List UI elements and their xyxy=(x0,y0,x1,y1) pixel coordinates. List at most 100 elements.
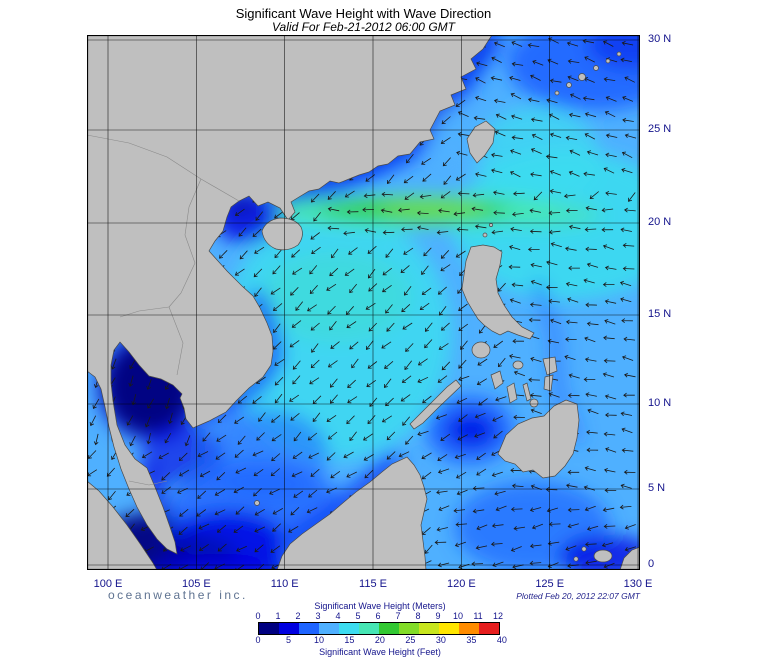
wave-direction-arrow xyxy=(568,224,581,230)
meters-tick: 8 xyxy=(415,611,421,621)
wave-direction-arrow xyxy=(308,452,319,459)
wave-direction-arrow xyxy=(510,546,522,552)
wave-direction-arrow xyxy=(363,193,376,199)
wave-direction-arrow xyxy=(529,507,542,512)
lon-tick-label: 100 E xyxy=(93,578,123,590)
wave-direction-arrow xyxy=(602,244,615,250)
wave-direction-arrow xyxy=(385,304,393,314)
wave-direction-arrow xyxy=(565,319,578,325)
wave-direction-arrow xyxy=(585,541,597,547)
wave-direction-arrow xyxy=(403,175,414,184)
wave-direction-arrow xyxy=(585,205,598,211)
wave-direction-arrow xyxy=(234,208,245,216)
colorbar-segment xyxy=(419,623,439,634)
wave-direction-arrow xyxy=(307,432,318,441)
wave-direction-arrow xyxy=(565,208,578,214)
wave-direction-arrow xyxy=(493,430,503,439)
wave-direction-arrow xyxy=(111,358,117,370)
wave-direction-arrow xyxy=(161,486,172,494)
wave-direction-arrow xyxy=(491,152,503,158)
wave-direction-arrow xyxy=(476,378,488,386)
wave-direction-arrow xyxy=(546,260,558,266)
wave-direction-arrow xyxy=(217,414,227,423)
lat-tick-label: 30 N xyxy=(648,33,672,45)
wave-direction-arrow xyxy=(509,245,521,250)
wave-direction-arrow xyxy=(400,394,411,402)
mindoro-island xyxy=(471,341,491,359)
wave-direction-arrow xyxy=(603,523,616,529)
wave-direction-arrow xyxy=(216,434,227,442)
wave-direction-arrow xyxy=(199,543,209,551)
wave-direction-arrow xyxy=(603,40,614,47)
wave-direction-arrow xyxy=(312,395,322,405)
wave-direction-arrow xyxy=(565,281,578,287)
wave-direction-arrow xyxy=(202,432,211,442)
wave-direction-arrow xyxy=(291,471,303,478)
wave-direction-arrow xyxy=(365,340,374,350)
wave-direction-arrow xyxy=(531,133,543,140)
wave-direction-arrow xyxy=(346,209,359,215)
lat-tick-label: 5 N xyxy=(648,482,666,494)
wave-direction-arrow xyxy=(238,227,247,237)
wave-direction-arrow xyxy=(326,487,337,494)
lon-tick-label: 125 E xyxy=(535,578,565,590)
wave-direction-arrow xyxy=(327,225,340,231)
wave-direction-arrow xyxy=(474,224,487,229)
wave-direction-arrow xyxy=(404,192,415,200)
wave-direction-arrow xyxy=(254,508,265,516)
wave-direction-arrow xyxy=(621,318,633,324)
wave-direction-arrow xyxy=(620,297,632,303)
wave-direction-arrow xyxy=(527,97,540,103)
wave-direction-arrow xyxy=(622,117,634,123)
meters-tick: 2 xyxy=(295,611,301,621)
wave-direction-arrow xyxy=(421,287,432,295)
wave-direction-arrow xyxy=(621,151,633,159)
wave-direction-arrow xyxy=(472,508,485,514)
wave-direction-arrow xyxy=(273,323,281,334)
wave-direction-arrow xyxy=(457,191,470,196)
wave-direction-arrow xyxy=(545,284,558,290)
wave-direction-arrow xyxy=(471,206,484,212)
wave-direction-arrow xyxy=(235,467,247,474)
wave-direction-arrow xyxy=(437,286,447,295)
wave-direction-arrow xyxy=(621,168,633,174)
wave-direction-arrow xyxy=(367,361,378,369)
wave-direction-arrow xyxy=(214,509,226,516)
wave-direction-arrow xyxy=(454,453,466,460)
wave-direction-arrow xyxy=(180,545,191,552)
wave-direction-arrow xyxy=(424,339,433,349)
wave-direction-arrow xyxy=(493,98,506,104)
meters-tick: 12 xyxy=(492,611,503,621)
wave-direction-arrow xyxy=(289,394,300,402)
wave-direction-arrow xyxy=(624,524,636,530)
wave-direction-arrow xyxy=(528,377,540,383)
wave-direction-arrow xyxy=(327,431,338,440)
wave-direction-arrow xyxy=(364,228,377,233)
wave-direction-arrow xyxy=(602,372,615,378)
wave-direction-arrow xyxy=(438,208,450,214)
feet-tick: 40 xyxy=(496,635,507,645)
wave-direction-arrow xyxy=(533,191,543,201)
wave-direction-arrow xyxy=(290,507,300,516)
wave-direction-arrow xyxy=(290,412,300,421)
wave-direction-arrow xyxy=(510,506,523,512)
wave-direction-arrow xyxy=(472,192,485,198)
wave-direction-arrow xyxy=(475,77,486,84)
wave-direction-arrow xyxy=(491,471,503,477)
wave-direction-arrow xyxy=(386,451,396,460)
sangihe-island xyxy=(593,549,613,563)
colorbar-segment xyxy=(339,623,359,634)
wave-direction-arrow xyxy=(475,545,488,550)
feet-tick: 0 xyxy=(255,635,261,645)
wave-direction-arrow xyxy=(158,452,169,460)
leyte-island xyxy=(543,374,554,392)
wave-direction-arrow xyxy=(456,150,468,156)
wave-direction-arrow xyxy=(511,135,524,140)
wave-direction-arrow xyxy=(494,130,506,137)
wave-direction-arrow xyxy=(604,319,616,325)
wave-direction-arrow xyxy=(330,341,340,349)
wave-direction-arrow xyxy=(437,375,448,383)
wave-direction-arrow xyxy=(346,321,357,329)
wave-direction-arrow xyxy=(271,414,281,423)
wave-direction-arrow xyxy=(475,95,487,102)
